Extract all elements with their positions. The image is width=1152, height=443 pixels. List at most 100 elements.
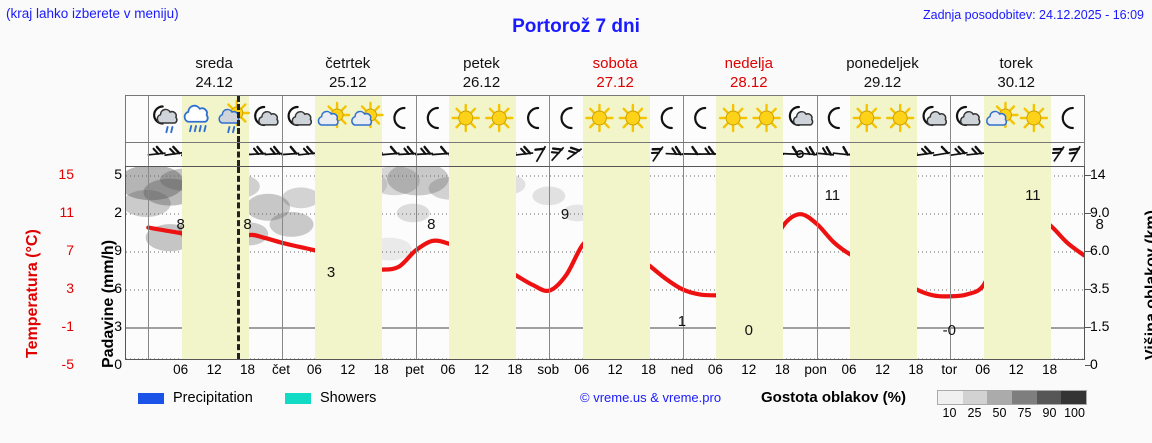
temperature-tick-label: 15 xyxy=(58,166,74,182)
precipitation-tick-label: 2 xyxy=(114,204,122,220)
weather-icon-moon-cloud xyxy=(955,105,981,127)
day-date: 27.12 xyxy=(596,74,634,91)
wind-barb xyxy=(1051,146,1065,162)
cloud-density-blob xyxy=(396,203,430,223)
precipitation-legend-label: Precipitation xyxy=(173,390,253,406)
day-separator xyxy=(281,143,283,166)
daylight-shade xyxy=(449,167,516,359)
x-axis-tick-label: 12 xyxy=(607,362,623,377)
day-separator xyxy=(549,96,551,142)
cloud-density-tick-label: 75 xyxy=(1017,406,1032,420)
wind-barb xyxy=(398,145,417,156)
precipitation-tick-label: 3 xyxy=(114,318,122,334)
daylight-shade xyxy=(716,143,784,166)
temperature-value-label: 11 xyxy=(824,187,841,205)
x-axis-tick-label: 12 xyxy=(1008,362,1024,377)
last-update-label: Zadnja posodobitev: 24.12.2025 - 16:09 xyxy=(922,8,1144,22)
daylight-shade xyxy=(449,143,516,166)
wind-barb xyxy=(414,145,434,156)
wind-barb xyxy=(566,146,583,160)
precipitation-tick-label: 5 xyxy=(114,166,122,182)
day-header-nedelja: nedelja 28.12 xyxy=(682,54,816,92)
cloud-density-blob xyxy=(532,186,566,206)
x-axis-tick-label: 18 xyxy=(1042,362,1058,377)
weather-icon-sun-cloud-rain xyxy=(218,99,251,134)
x-axis-tick-label: ned xyxy=(670,362,694,377)
daylight-shade xyxy=(315,167,383,359)
weather-icon-sun xyxy=(752,103,781,133)
forecast-plot xyxy=(125,166,1085,360)
weather-icon-sun xyxy=(618,103,648,133)
x-axis-tick-label: 18 xyxy=(774,362,790,377)
temperature-value-label: 1 xyxy=(677,312,687,330)
x-axis-tick-label: 06 xyxy=(173,362,189,377)
cloud-density-tick-label: 100 xyxy=(1064,406,1085,420)
cloud-density-tick-labels: 10 25 50 75 90 100 xyxy=(930,406,1100,422)
x-axis-tick-label: 12 xyxy=(874,362,890,377)
cloud-density-tick-label: 10 xyxy=(942,406,957,420)
weather-icon-moon xyxy=(1061,106,1074,130)
wind-barb xyxy=(916,145,935,157)
x-axis-tick-label: 06 xyxy=(440,362,456,377)
temperature-value-label: -0 xyxy=(942,322,956,340)
weather-icon-sun xyxy=(885,103,915,133)
weather-icon-moon xyxy=(393,106,406,130)
day-separator xyxy=(415,96,417,142)
showers-swatch xyxy=(285,393,311,404)
precipitation-axis-title: Padavine (mm/h) xyxy=(100,239,117,368)
wind-barb xyxy=(949,145,968,157)
day-separator xyxy=(549,143,551,166)
temperature-value-label: 3 xyxy=(326,263,336,281)
daylight-shade xyxy=(181,167,249,359)
day-name: sobota xyxy=(592,55,638,72)
daylight-shade xyxy=(983,143,1051,166)
x-axis-tick-label: 18 xyxy=(240,362,256,377)
x-axis-tick-label: 06 xyxy=(707,362,723,377)
day-date: 28.12 xyxy=(730,74,768,91)
day-date: 30.12 xyxy=(997,74,1035,91)
copyright-link[interactable]: © vreme.us & vreme.pro xyxy=(580,390,722,405)
day-header-četrtek: četrtek 25.12 xyxy=(281,54,415,92)
cloud-density-blob xyxy=(282,187,320,209)
weather-icon-sun-cloud xyxy=(317,101,351,129)
wind-barb xyxy=(381,145,400,156)
x-axis-tick-label: čet xyxy=(271,362,290,377)
weather-icon-moon xyxy=(426,106,439,130)
day-separator xyxy=(816,143,818,166)
cloud-density-ramp-step xyxy=(1036,391,1062,404)
weather-icon-moon-cloud xyxy=(254,105,279,127)
calm-wind-marker xyxy=(795,150,804,159)
temperature-value-label: 8 xyxy=(243,215,252,233)
day-separator xyxy=(950,96,952,142)
day-name: sreda xyxy=(195,55,233,72)
cloud-height-axis-title: Višina oblakov (km) xyxy=(1143,210,1152,360)
location-menu-hint[interactable]: (kraj lahko izberete v meniju) xyxy=(6,6,179,21)
day-header-ponedeljek: ponedeljek 29.12 xyxy=(816,54,950,92)
weather-icon-sun xyxy=(585,103,614,133)
current-time-marker xyxy=(237,167,241,359)
x-axis-tick-label: 18 xyxy=(908,362,924,377)
cloud-density-ramp-step xyxy=(987,391,1013,404)
showers-legend-label: Showers xyxy=(320,390,377,406)
daylight-shade xyxy=(983,167,1051,359)
wind-barb xyxy=(650,146,664,162)
weather-icon-sun xyxy=(1019,103,1049,133)
day-separator xyxy=(816,96,818,142)
wind-barb xyxy=(799,145,818,156)
wind-barb xyxy=(297,145,317,156)
cloud-density-blob xyxy=(387,167,449,196)
weather-icon-sun-cloud xyxy=(986,101,1019,129)
x-axis-tick-label: tor xyxy=(941,362,958,377)
day-header-petek: petek 26.12 xyxy=(415,54,549,92)
x-axis-tick-label: 06 xyxy=(306,362,322,377)
x-axis-tick-label: pon xyxy=(804,362,827,377)
wind-barb xyxy=(164,145,183,157)
wind-barb xyxy=(966,145,985,156)
cloud-height-tick-label: 6.0 xyxy=(1090,242,1110,258)
x-axis-tick-label: 06 xyxy=(574,362,590,377)
cloud-density-blob xyxy=(126,167,185,201)
day-separator xyxy=(415,143,417,166)
day-date: 29.12 xyxy=(863,74,902,91)
x-axis-tick-label: 18 xyxy=(641,362,657,377)
wind-barb xyxy=(515,145,534,156)
